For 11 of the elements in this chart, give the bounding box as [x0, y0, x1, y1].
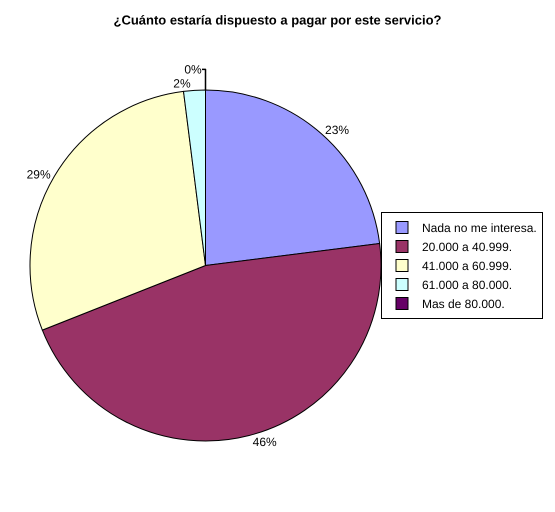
data-label: 2% [173, 76, 191, 90]
data-label: 46% [252, 435, 277, 450]
legend-label: Nada no me interesa. [422, 221, 537, 236]
legend-label: 61.000 a 80.000. [422, 278, 512, 292]
legend-label: 41.000 a 60.999. [422, 259, 512, 274]
text: 0% [184, 62, 202, 76]
chart-title: ¿Cuánto estaría dispuesto a pagar por este servicio? [114, 12, 442, 28]
data-label: 29% [26, 167, 51, 182]
data-label: 23% [325, 122, 350, 137]
legend-label: 20.000 a 40.999. [422, 240, 512, 254]
legend-label: Mas de 80.000. [422, 297, 505, 312]
